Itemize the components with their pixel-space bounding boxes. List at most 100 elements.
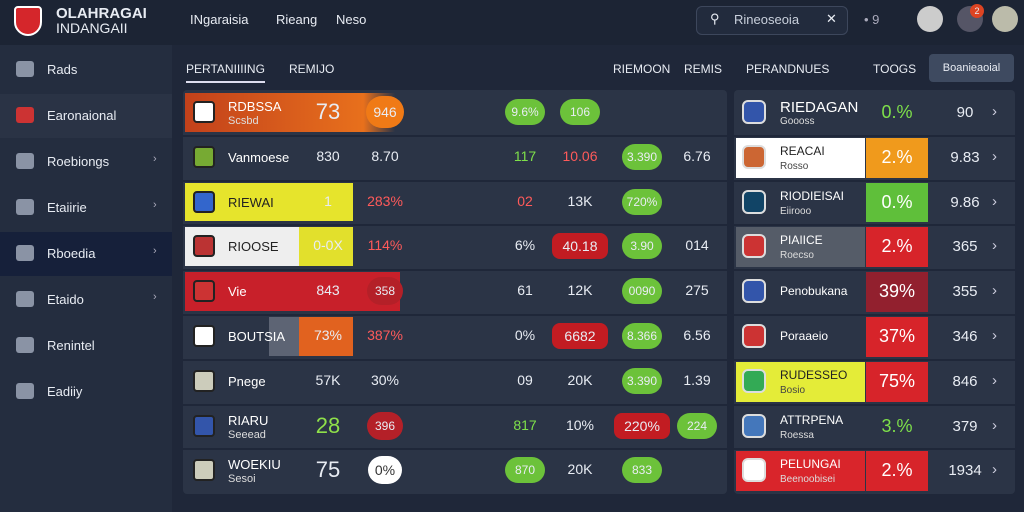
chevron[interactable]: › <box>992 237 997 255</box>
chevron[interactable]: › <box>992 147 997 165</box>
chevron[interactable]: › <box>992 327 997 344</box>
nav-link[interactable]: Rieang <box>276 12 318 27</box>
tab[interactable]: REMIJO <box>289 62 335 76</box>
chevron[interactable]: › <box>992 103 997 120</box>
stat: 13K <box>567 192 593 209</box>
pct-bg <box>866 317 928 357</box>
team-sub: Goooss <box>780 116 815 127</box>
stat: 12K <box>567 282 593 299</box>
team-name: WOEKIU <box>228 457 281 473</box>
chevron[interactable]: › <box>992 192 997 210</box>
sidebar-item[interactable]: Etaiirie <box>47 200 87 215</box>
pct: 0.% <box>881 102 913 122</box>
pct: 0.% <box>881 191 913 212</box>
stat: 30% <box>370 371 400 388</box>
chevron: › <box>153 199 157 211</box>
team-logo <box>193 459 215 482</box>
team-sub: Beenoobisei <box>780 474 836 486</box>
avatar[interactable] <box>992 6 1018 32</box>
team-name: REACAI <box>780 143 825 158</box>
stat: 946 <box>366 96 404 128</box>
team-logo <box>193 190 215 213</box>
chevron[interactable]: › <box>992 461 997 479</box>
stat: 9.6% <box>505 99 545 125</box>
value: 355 <box>952 283 978 301</box>
avatar[interactable] <box>917 6 943 32</box>
row-divider <box>734 448 1015 451</box>
row-divider <box>183 224 727 227</box>
pct-bg <box>866 272 928 312</box>
stat: 6682 <box>552 323 608 349</box>
pct: 39% <box>878 281 916 302</box>
value: 379 <box>952 417 978 435</box>
sidebar-item[interactable]: Etaido <box>47 292 84 307</box>
sidebar-item[interactable]: Roebiongs <box>47 154 110 169</box>
team-name: RIODIEISAI <box>780 188 845 203</box>
team-logo <box>742 458 766 483</box>
team-logo <box>742 279 766 304</box>
value: 9.83 <box>950 148 980 166</box>
dots: • 9 <box>864 12 880 27</box>
team-sub: Roessa <box>780 429 814 441</box>
tab[interactable]: RIEMOON <box>613 62 671 76</box>
action-button[interactable]: Boanieaoial <box>929 54 1014 82</box>
team-logo <box>742 413 766 438</box>
team-sub: Sesoi <box>228 473 256 486</box>
stat: 358 <box>367 277 403 306</box>
team-sub: Bosio <box>780 384 806 396</box>
stat: 870 <box>505 457 545 484</box>
pct-bg <box>866 137 928 178</box>
team-name: RIOOSE <box>228 239 279 255</box>
stat: 6.76 <box>683 147 711 164</box>
stat: 73% <box>313 327 343 343</box>
team-logo <box>742 324 766 348</box>
team-name: RUDESSEO <box>780 367 848 382</box>
chevron[interactable]: › <box>992 282 997 300</box>
chevron[interactable]: › <box>992 371 997 389</box>
sidebar-icon <box>16 153 34 169</box>
row-divider <box>183 269 727 272</box>
pct: 2.% <box>881 146 913 167</box>
tab[interactable]: TOOGS <box>873 62 917 76</box>
stat: 09 <box>517 371 533 388</box>
value: 846 <box>952 372 978 390</box>
sidebar-item[interactable]: Renintel <box>47 338 95 353</box>
sidebar-icon <box>16 61 34 77</box>
pct: 2.% <box>881 236 913 257</box>
search-box[interactable] <box>696 6 848 35</box>
sidebar-item[interactable]: Eadiiy <box>47 384 83 399</box>
team-logo <box>193 369 215 392</box>
sidebar-icon <box>16 337 34 353</box>
stat: 817 <box>513 416 537 433</box>
tab[interactable]: PERTANIIIING <box>186 62 265 83</box>
stat: 1 <box>324 192 332 209</box>
team-logo <box>193 145 215 168</box>
stat: 3.90 <box>622 233 662 260</box>
stat: 275 <box>685 282 709 299</box>
sidebar-item[interactable]: Rboedia <box>47 246 96 261</box>
stat: 0% <box>368 456 402 485</box>
chevron[interactable]: › <box>992 416 997 434</box>
row-divider <box>183 448 727 451</box>
search-icon: ⚲ <box>710 11 720 26</box>
search-clear[interactable]: ✕ <box>826 11 837 26</box>
team-logo <box>742 100 766 124</box>
row-divider <box>734 179 1015 182</box>
sidebar-item[interactable]: Rads <box>47 62 78 77</box>
pct: 2.% <box>881 460 913 481</box>
team-logo <box>193 325 215 347</box>
nav-link[interactable]: INgaraisia <box>190 12 249 27</box>
nav-link[interactable]: Neso <box>336 12 367 27</box>
row-divider <box>734 403 1015 406</box>
tab[interactable]: REMIS <box>684 62 723 76</box>
stat: 57K <box>315 371 341 388</box>
team-name: Pnege <box>228 373 266 389</box>
sidebar-icon <box>16 199 34 215</box>
stat: 0% <box>514 327 536 343</box>
tab[interactable]: PERANDNUES <box>746 62 830 76</box>
sidebar-item[interactable]: Earonaional <box>47 108 117 123</box>
stat: 20K <box>567 461 593 478</box>
value: 9.86 <box>950 193 980 211</box>
stat: 0090 <box>622 278 662 305</box>
